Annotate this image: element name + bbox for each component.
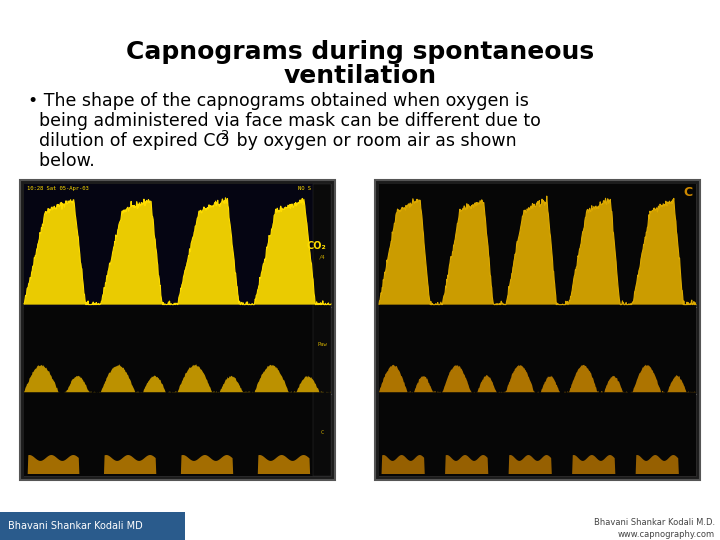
Text: • The shape of the capnograms obtained when oxygen is: • The shape of the capnograms obtained w…	[28, 92, 529, 110]
Text: NO S: NO S	[298, 186, 311, 191]
Bar	[375, 180, 700, 480]
Bar	[379, 394, 696, 476]
Bar	[313, 184, 331, 476]
Text: Bhavani Shankar Kodali MD: Bhavani Shankar Kodali MD	[8, 521, 143, 531]
Text: CO₂: CO₂	[306, 241, 326, 251]
Bar	[379, 307, 696, 394]
Bar	[24, 184, 331, 307]
Text: ventilation: ventilation	[284, 64, 436, 88]
Bar	[24, 307, 331, 394]
Text: Paw: Paw	[317, 342, 327, 347]
Text: /4: /4	[319, 254, 325, 260]
Text: by oxygen or room air as shown: by oxygen or room air as shown	[231, 132, 517, 150]
Text: C: C	[320, 430, 323, 435]
Bar	[20, 180, 335, 480]
Text: below.: below.	[28, 152, 95, 170]
Bar	[379, 184, 696, 476]
Bar	[379, 184, 696, 307]
Text: dilution of expired CO: dilution of expired CO	[28, 132, 229, 150]
Text: C: C	[684, 186, 693, 199]
Text: Capnograms during spontaneous: Capnograms during spontaneous	[126, 40, 594, 64]
Bar	[24, 184, 331, 476]
Bar	[24, 394, 331, 476]
Bar	[0, 512, 185, 540]
Text: Bhavani Shankar Kodali M.D.
www.capnography.com: Bhavani Shankar Kodali M.D. www.capnogra…	[594, 518, 715, 539]
Text: 2: 2	[221, 129, 229, 142]
Text: being administered via face mask can be different due to: being administered via face mask can be …	[28, 112, 541, 130]
Text: 10:28 Sat 05-Apr-03: 10:28 Sat 05-Apr-03	[27, 186, 89, 191]
